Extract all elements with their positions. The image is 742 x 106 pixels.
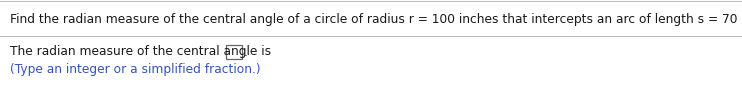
- Text: (Type an integer or a simplified fraction.): (Type an integer or a simplified fractio…: [10, 63, 260, 77]
- Text: The radian measure of the central angle is: The radian measure of the central angle …: [10, 45, 271, 59]
- Text: .: .: [244, 45, 248, 59]
- Bar: [226, 45, 242, 59]
- Text: Find the radian measure of the central angle of a circle of radius r = 100 inche: Find the radian measure of the central a…: [10, 13, 742, 26]
